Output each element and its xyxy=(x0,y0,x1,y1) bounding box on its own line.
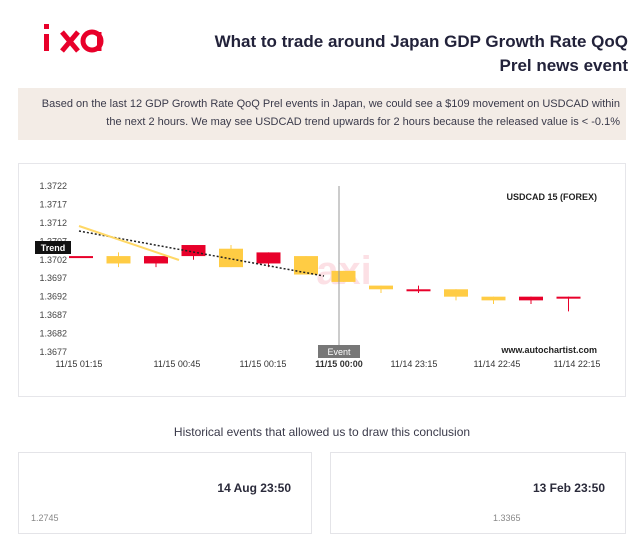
candle-body xyxy=(106,256,131,264)
candle-body xyxy=(444,289,468,297)
y-tick-label: 1.3682 xyxy=(39,329,67,339)
candle-body xyxy=(69,256,93,259)
y-tick-label: 1.3697 xyxy=(39,273,67,283)
instrument-label: USDCAD 15 (FOREX) xyxy=(506,192,597,202)
x-tick-label: 11/15 00:45 xyxy=(154,359,201,369)
history-card[interactable]: 13 Feb 23:50 1.3365 xyxy=(330,452,626,534)
y-tick-label: 1.3722 xyxy=(39,181,67,191)
candle-body xyxy=(556,296,581,299)
axi-logo xyxy=(44,24,104,53)
candle-body xyxy=(519,296,543,301)
history-value: 1.3365 xyxy=(493,513,521,523)
historical-title: Historical events that allowed us to dra… xyxy=(173,425,471,439)
candle-body xyxy=(369,285,393,290)
trend-label-box xyxy=(35,241,71,254)
trend-label: Trend xyxy=(41,243,66,253)
source-url: www.autochartist.com xyxy=(500,345,597,355)
trend-line xyxy=(78,230,325,277)
x-tick-label: 11/15 00:00 xyxy=(315,359,363,369)
history-card[interactable]: 14 Aug 23:50 1.2745 xyxy=(18,452,312,534)
candle-body xyxy=(181,245,206,257)
price-chart: axi 1.37221.37171.37121.37071.37021.3697… xyxy=(35,181,601,369)
y-tick-label: 1.3702 xyxy=(39,255,67,265)
history-date: 13 Feb 23:50 xyxy=(532,481,605,495)
y-tick-label: 1.3712 xyxy=(39,218,67,228)
x-tick-label: 11/15 00:15 xyxy=(240,359,287,369)
summary-text: Based on the last 12 GDP Growth Rate QoQ… xyxy=(41,98,620,128)
x-tick-label: 11/14 23:15 xyxy=(391,359,438,369)
history-date: 14 Aug 23:50 xyxy=(217,481,291,495)
event-label: Event xyxy=(327,347,351,357)
candle-body xyxy=(331,270,356,282)
candle-body xyxy=(406,289,431,292)
chart-card: axi 1.37221.37171.37121.37071.37021.3697… xyxy=(18,163,626,397)
y-tick-label: 1.3677 xyxy=(39,347,67,357)
candle-body xyxy=(294,256,318,275)
event-label-box xyxy=(318,345,360,358)
candle-body xyxy=(256,252,281,264)
y-tick-label: 1.3717 xyxy=(39,199,67,209)
summary-banner xyxy=(18,88,626,140)
candle-body xyxy=(144,256,168,264)
x-tick-label: 11/14 22:45 xyxy=(474,359,521,369)
candle-body xyxy=(219,248,243,268)
trend-band xyxy=(78,225,180,261)
x-tick-label: 11/15 01:15 xyxy=(56,359,103,369)
x-tick-label: 11/14 22:15 xyxy=(554,359,601,369)
page-title: What to trade around Japan GDP Growth Ra… xyxy=(214,32,628,75)
y-tick-label: 1.3692 xyxy=(39,292,67,302)
candle-body xyxy=(481,296,506,301)
history-value: 1.2745 xyxy=(31,513,59,523)
header: What to trade around Japan GDP Growth Ra… xyxy=(0,0,644,85)
y-tick-label: 1.3687 xyxy=(39,310,67,320)
